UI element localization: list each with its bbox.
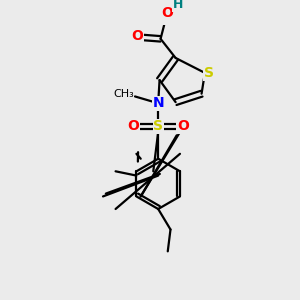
- Text: S: S: [153, 119, 163, 134]
- Text: H: H: [172, 0, 183, 11]
- Text: S: S: [204, 66, 214, 80]
- Text: O: O: [161, 6, 173, 20]
- Text: O: O: [177, 119, 189, 134]
- Text: N: N: [152, 96, 164, 110]
- Text: O: O: [131, 29, 143, 43]
- Text: CH₃: CH₃: [113, 89, 134, 99]
- Text: O: O: [128, 119, 140, 134]
